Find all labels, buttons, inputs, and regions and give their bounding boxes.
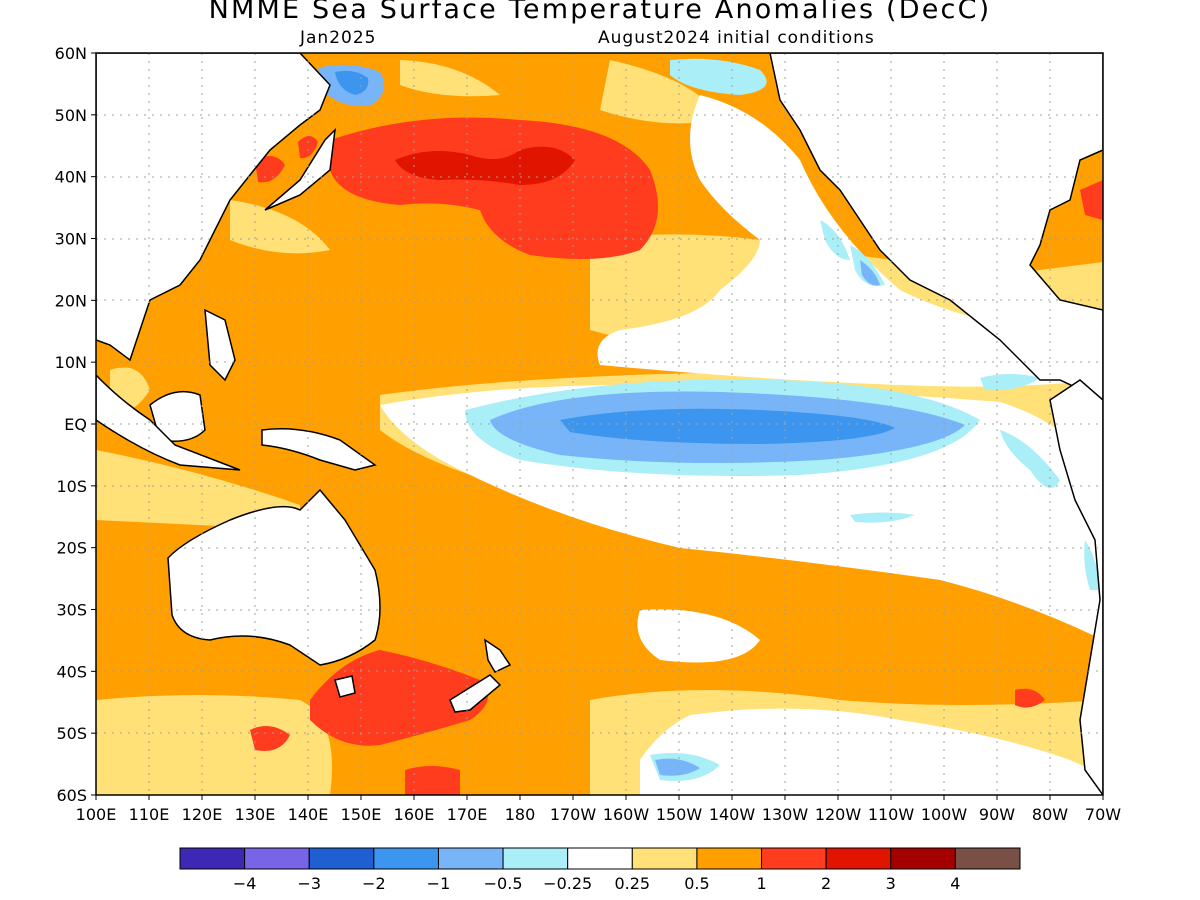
tasmania	[334, 675, 356, 698]
philippines	[204, 308, 236, 382]
lat-tick-label: 20N	[55, 291, 87, 310]
colorbar-label: −1	[427, 874, 451, 893]
lat-tick-label: 50N	[55, 106, 87, 125]
lon-tick-label: 90W	[979, 805, 1015, 824]
lat-tick-label: EQ	[64, 415, 87, 434]
colorbar-swatch	[373, 847, 439, 870]
lat-tick-label: 40N	[55, 168, 87, 187]
lon-tick-label: 70W	[1085, 805, 1121, 824]
map-title: NMME Sea Surface Temperature Anomalies (…	[208, 0, 992, 25]
lon-tick-label: 150W	[656, 805, 703, 824]
lat-tick-label: 20S	[56, 539, 87, 558]
colorbar-label: 4	[950, 874, 960, 893]
lon-tick-label: 130E	[235, 805, 276, 824]
colorbar-label: −0.5	[484, 874, 523, 893]
lon-tick-label: 100W	[921, 805, 968, 824]
colorbar-label: 3	[886, 874, 896, 893]
colorbar-label: 0.5	[684, 874, 709, 893]
lon-tick-label: 100E	[76, 805, 117, 824]
north-america	[769, 53, 1103, 401]
new-guinea	[261, 428, 377, 471]
lat-tick-label: 10N	[55, 353, 87, 372]
colorbar-swatch	[567, 847, 633, 870]
colorbar-swatch	[179, 847, 246, 870]
lat-tick-label: 30N	[55, 230, 87, 249]
lon-tick-label: 160W	[603, 805, 650, 824]
forecast-month: Jan2025	[300, 28, 377, 48]
land-masses	[96, 53, 1103, 795]
colorbar	[179, 847, 1021, 870]
colorbar-label: −4	[233, 874, 257, 893]
colorbar-label: −3	[297, 874, 321, 893]
colorbar-swatch	[761, 847, 827, 870]
colorbar-swatch	[825, 847, 892, 870]
colorbar-labels: −4 −3 −2 −1 −0.5 −0.25 0.25 0.5 1 2 3 4	[233, 874, 961, 893]
lat-tick-label: 60S	[56, 786, 87, 805]
japan	[264, 127, 337, 211]
lon-tick-label: 170E	[447, 805, 488, 824]
anomaly-field	[96, 53, 1103, 795]
colorbar-label: 2	[821, 874, 831, 893]
colorbar-swatch	[696, 847, 763, 870]
new-zealand-south	[449, 674, 502, 713]
latitude-labels: 60N 50N 40N 30N 20N 10N EQ 10S 20S 30S 40S 50S 60S	[55, 44, 87, 805]
axis-ticks	[91, 52, 1104, 800]
lat-tick-label: 50S	[56, 724, 87, 743]
lat-tick-label: 60N	[55, 44, 87, 63]
colorbar-swatch	[631, 847, 698, 870]
lon-tick-label: 170W	[550, 805, 597, 824]
colorbar-swatch	[437, 847, 504, 870]
initial-conditions: August2024 initial conditions	[598, 28, 875, 48]
lon-tick-label: 110W	[868, 805, 915, 824]
colorbar-swatch	[954, 847, 1021, 870]
sumatra-java	[96, 373, 241, 471]
colorbar-swatch	[502, 847, 569, 870]
lat-tick-label: 10S	[56, 477, 87, 496]
colorbar-label: −0.25	[543, 874, 592, 893]
australia	[167, 488, 381, 666]
colorbar-label: −2	[362, 874, 386, 893]
lat-tick-label: 30S	[56, 601, 87, 620]
new-zealand-north	[484, 638, 512, 673]
lon-tick-label: 130W	[762, 805, 809, 824]
colorbar-swatch	[244, 847, 310, 870]
lon-tick-label: 150E	[341, 805, 382, 824]
colorbar-label: 0.25	[614, 874, 650, 893]
lon-tick-label: 140E	[288, 805, 329, 824]
lon-tick-label: 80W	[1032, 805, 1068, 824]
colorbar-label: 1	[756, 874, 766, 893]
lat-tick-label: 40S	[56, 662, 87, 681]
colorbar-swatch	[308, 847, 375, 870]
longitude-labels: 100E 110E 120E 130E 140E 150E 160E 170E 180 170W 1…	[76, 805, 1122, 824]
lon-tick-label: 140W	[709, 805, 756, 824]
lon-tick-label: 110E	[129, 805, 170, 824]
lon-tick-label: 160E	[394, 805, 435, 824]
lon-tick-label: 120E	[182, 805, 223, 824]
colorbar-swatch	[890, 847, 956, 870]
lon-tick-label: 180	[505, 805, 536, 824]
south-america	[1049, 379, 1103, 795]
lon-tick-label: 120W	[815, 805, 862, 824]
asia-mainland	[96, 53, 331, 362]
